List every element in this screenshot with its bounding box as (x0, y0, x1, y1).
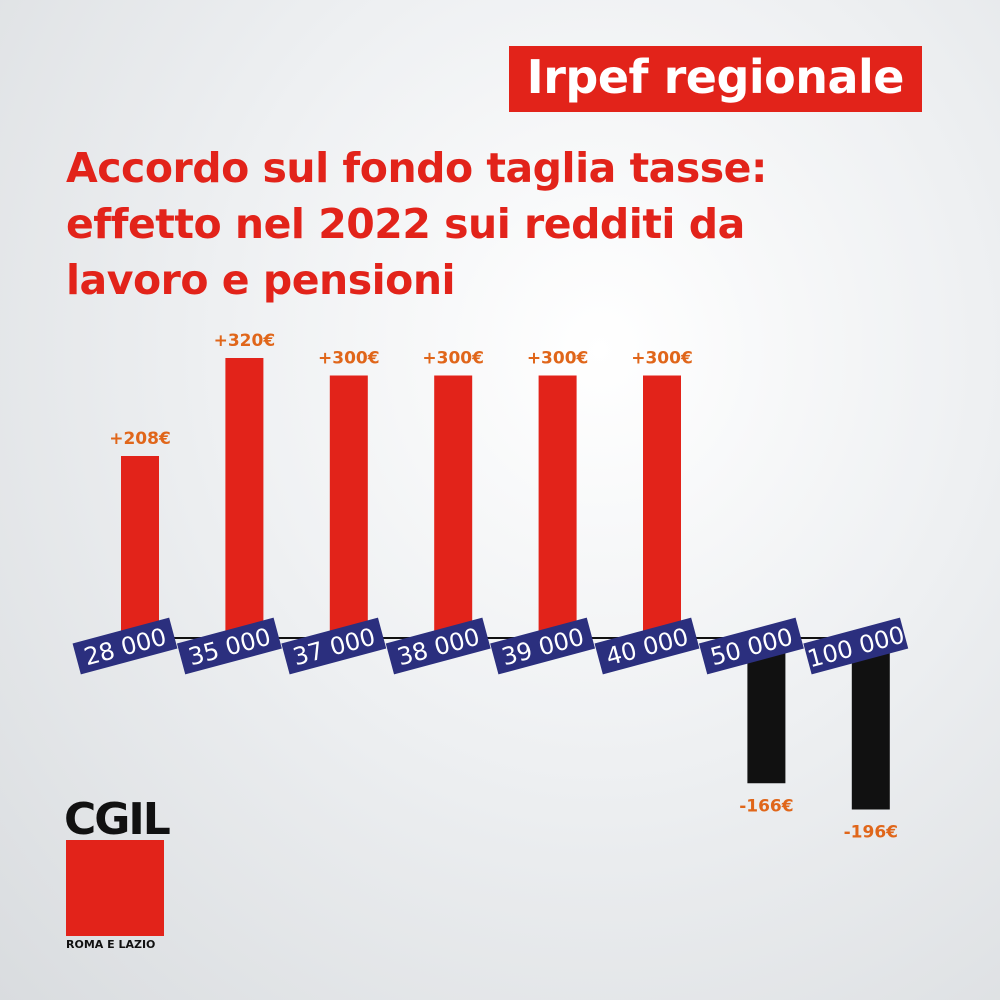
value-label: +208€ (109, 429, 171, 449)
category-box (72, 617, 178, 675)
value-label: +300€ (631, 349, 693, 369)
category-box (385, 617, 491, 675)
chart-title: Accordo sul fondo taglia tasse: effetto … (66, 144, 767, 304)
category-box (490, 617, 596, 675)
bar (643, 375, 681, 638)
bar (747, 638, 786, 784)
logo-box (66, 840, 164, 936)
bar (538, 375, 577, 638)
bar (329, 375, 368, 638)
bar (851, 638, 890, 810)
value-label: +300€ (422, 349, 484, 369)
value-label: +300€ (318, 349, 380, 369)
value-label: +300€ (527, 349, 589, 369)
category-box (281, 617, 387, 675)
bar (225, 358, 264, 638)
bar (434, 375, 473, 638)
value-label: +320€ (214, 331, 276, 351)
category-box (176, 617, 282, 675)
category-box (803, 617, 909, 675)
bar (121, 456, 159, 638)
badge: Irpef regionale (508, 46, 922, 112)
value-label: -166€ (739, 796, 793, 816)
logo-subtitle: ROMA E LAZIO (66, 938, 156, 951)
category-box (698, 617, 804, 675)
value-label: -196€ (844, 823, 898, 843)
logo-name: CGIL (64, 794, 171, 845)
category-box (594, 617, 700, 675)
